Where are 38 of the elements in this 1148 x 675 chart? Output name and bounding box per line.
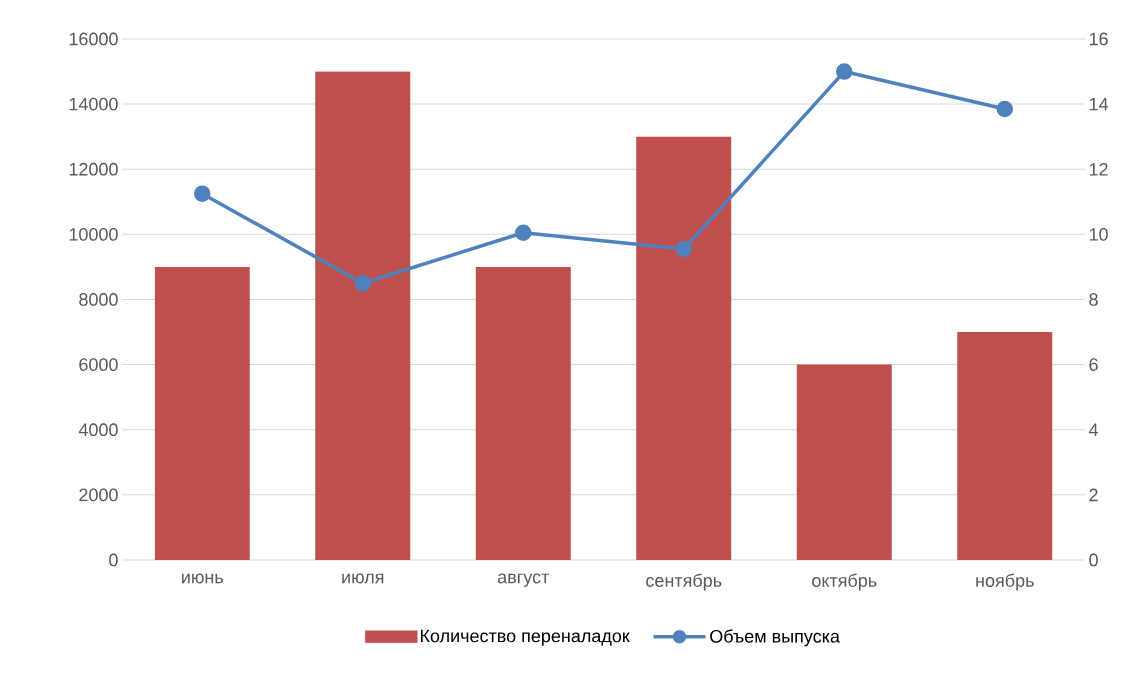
- point: [675, 240, 693, 258]
- point: [354, 274, 372, 292]
- x-tick-label: сентябрь: [646, 573, 722, 591]
- y2-tick-label: 12: [1089, 162, 1108, 176]
- y-tick-label: 2000: [79, 488, 118, 502]
- y-tick-label: 16000: [69, 32, 118, 46]
- x-tick-label: август: [497, 573, 550, 587]
- x-tick-label: июля: [342, 573, 384, 584]
- x-tick-label: октябрь: [812, 573, 877, 591]
- y-tick-label: 12000: [69, 162, 118, 176]
- y2-tick-label: 8: [1089, 293, 1098, 306]
- y2-tick-label: 4: [1088, 423, 1099, 436]
- y2-tick-label: 10: [1089, 227, 1108, 241]
- y2-tick-label: 14: [1089, 97, 1109, 111]
- y-tick-label: 4000: [78, 423, 118, 437]
- y2-tick-label: 6: [1089, 358, 1098, 371]
- point: [515, 224, 532, 241]
- bar: [475, 266, 571, 560]
- point: [836, 63, 853, 80]
- legend-label: Объем выпуска: [710, 629, 840, 647]
- x-tick-label: ноябрь: [976, 573, 1034, 591]
- point: [194, 185, 211, 202]
- bar: [957, 332, 1053, 560]
- bar: [636, 136, 732, 560]
- y2-tick-label: 0: [1089, 553, 1098, 567]
- point: [996, 100, 1014, 118]
- legend-label: Количество переналадок: [420, 629, 630, 646]
- bar: [796, 364, 892, 560]
- y2-tick-label: 2: [1089, 488, 1098, 502]
- x-tick-label: июнь: [182, 573, 223, 584]
- y-tick-label: 0: [109, 553, 118, 567]
- y-tick-label: 6000: [79, 358, 118, 371]
- bar: [154, 266, 250, 560]
- bar: [315, 71, 411, 560]
- y-tick-label: 14000: [69, 97, 118, 111]
- y-tick-label: 10000: [69, 227, 118, 241]
- y2-tick-label: 16: [1089, 32, 1108, 46]
- y-tick-label: 8000: [79, 293, 118, 306]
